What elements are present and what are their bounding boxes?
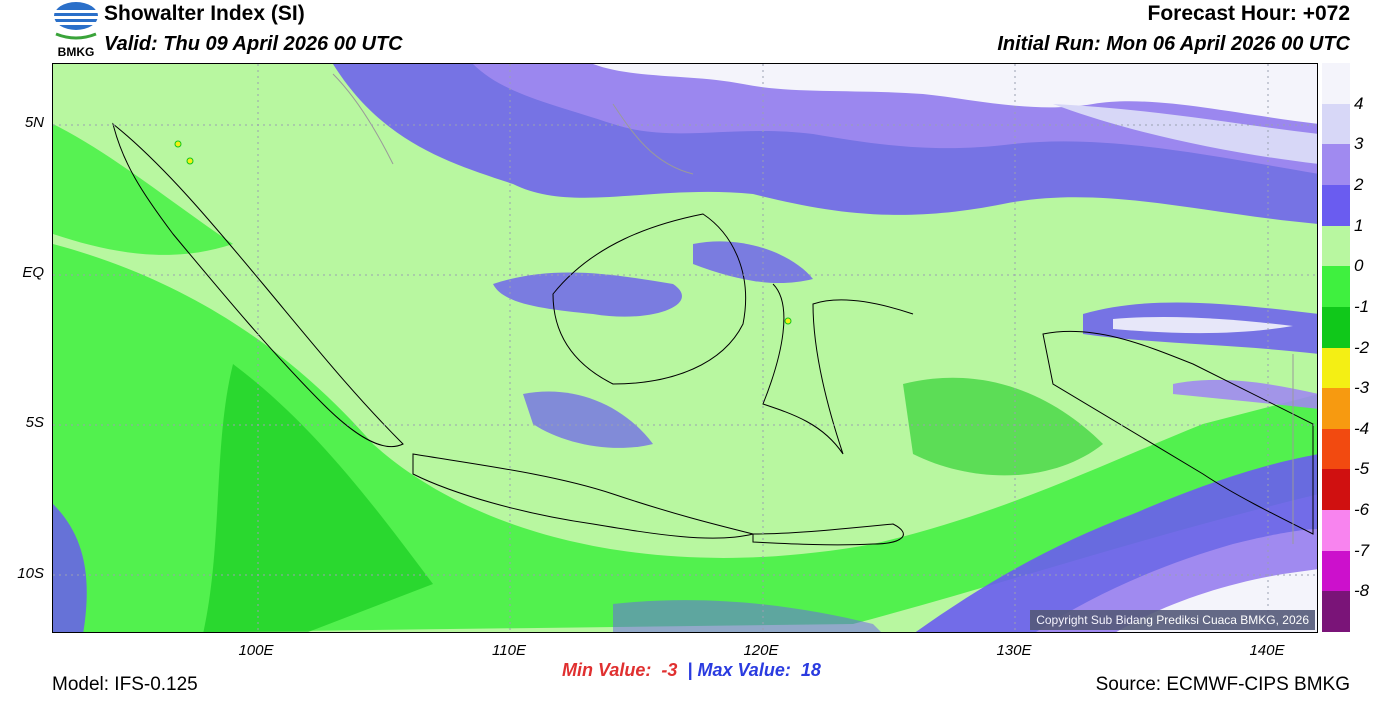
colorbar-swatch xyxy=(1322,469,1350,511)
colorbar-swatch xyxy=(1322,184,1350,227)
lon-label-110e: 110E xyxy=(492,642,526,659)
colorbar-label: -2 xyxy=(1354,337,1370,357)
initial-run: Initial Run: Mon 06 April 2026 00 UTC xyxy=(997,33,1350,55)
colorbar-swatch xyxy=(1322,510,1350,552)
colorbar-label: 4 xyxy=(1354,93,1364,113)
colorbar xyxy=(1322,63,1350,633)
colorbar-swatch xyxy=(1322,144,1350,186)
colorbar-label: 1 xyxy=(1354,215,1364,235)
lat-label-5n: 5N xyxy=(24,114,44,131)
lon-label-120e: 120E xyxy=(743,642,779,659)
source-info: Source: ECMWF-CIPS BMKG xyxy=(1095,674,1350,695)
lat-label-eq: EQ xyxy=(22,264,44,281)
colorbar-label: -4 xyxy=(1354,418,1370,438)
colorbar-label: 0 xyxy=(1354,256,1364,276)
lon-label-130e: 130E xyxy=(996,642,1032,659)
map-title: Showalter Index (SI) xyxy=(104,2,305,25)
colorbar-label: 2 xyxy=(1354,174,1364,194)
colorbar-label: 3 xyxy=(1354,134,1364,154)
colorbar-swatch xyxy=(1322,388,1350,430)
bmkg-logo: BMKG xyxy=(52,0,100,59)
colorbar-swatch xyxy=(1322,63,1350,105)
colorbar-swatch xyxy=(1322,103,1350,145)
colorbar-label: -3 xyxy=(1354,378,1370,398)
lon-label-100e: 100E xyxy=(238,642,274,659)
max-label: Max Value: xyxy=(697,660,791,680)
colorbar-label: -7 xyxy=(1354,540,1370,560)
min-label: Min Value: xyxy=(562,660,652,680)
min-value: -3 xyxy=(661,660,678,680)
colorbar-swatch xyxy=(1322,428,1350,470)
lon-label-140e: 140E xyxy=(1249,642,1285,659)
colorbar-swatch xyxy=(1322,591,1350,633)
model-info: Model: IFS-0.125 xyxy=(52,674,198,695)
colorbar-swatch xyxy=(1322,306,1350,348)
colorbar-swatch xyxy=(1322,266,1350,308)
copyright-notice: Copyright Sub Bidang Prediksi Cuaca BMKG… xyxy=(1030,610,1315,630)
colorbar-label: -5 xyxy=(1354,459,1370,479)
lat-label-5s: 5S xyxy=(25,414,44,431)
map-field xyxy=(53,64,1317,632)
colorbar-label: -1 xyxy=(1354,296,1370,316)
max-value: 18 xyxy=(800,660,821,680)
colorbar-label: -8 xyxy=(1354,581,1370,601)
colorbar-label: -6 xyxy=(1354,500,1370,520)
lat-label-10s: 10S xyxy=(17,565,44,582)
logo-text: BMKG xyxy=(58,45,95,58)
forecast-hour: Forecast Hour: +072 xyxy=(1147,2,1351,25)
valid-time: Valid: Thu 09 April 2026 00 UTC xyxy=(104,33,403,55)
separator: | xyxy=(687,660,693,680)
min-max-values: Min Value: -3 | Max Value: 18 xyxy=(562,660,821,681)
colorbar-swatch xyxy=(1322,347,1350,389)
colorbar-swatch xyxy=(1322,225,1350,267)
colorbar-swatch xyxy=(1322,550,1350,592)
showalter-map: Copyright Sub Bidang Prediksi Cuaca BMKG… xyxy=(52,63,1318,633)
